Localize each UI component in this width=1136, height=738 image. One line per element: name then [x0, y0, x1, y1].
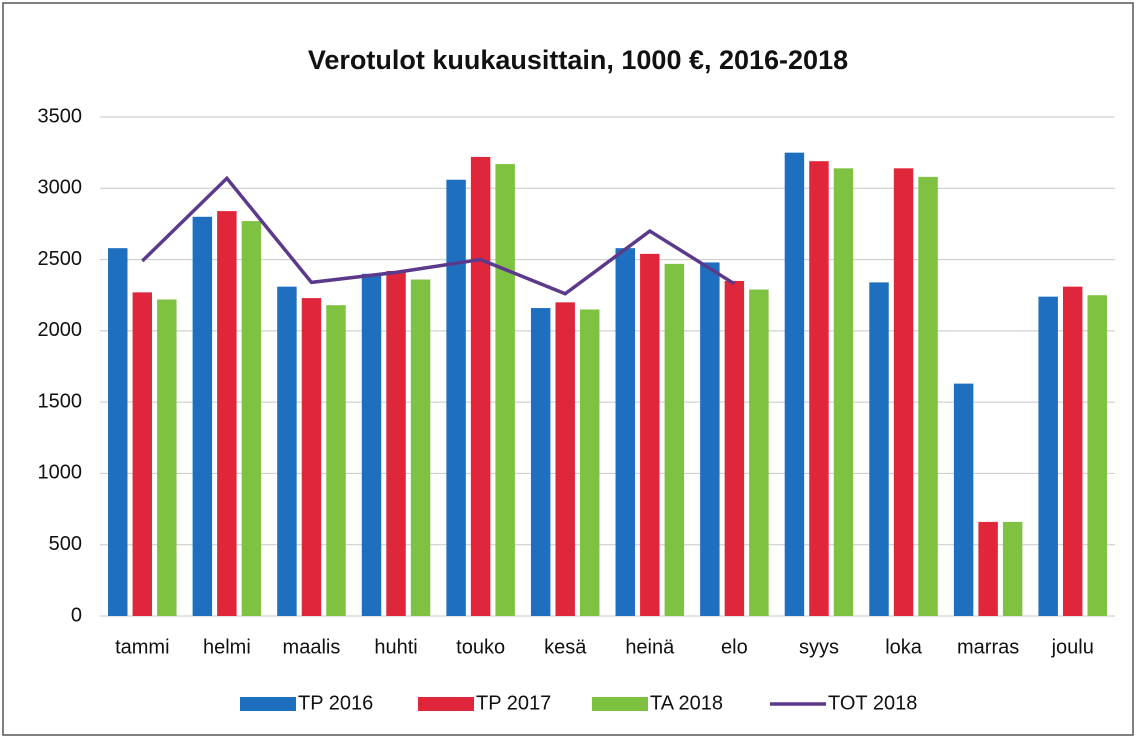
legend-swatch [240, 697, 296, 711]
bar [301, 298, 322, 616]
bar [615, 248, 635, 616]
bar [784, 152, 805, 616]
bar [326, 305, 346, 616]
bar [530, 308, 551, 616]
bar [749, 289, 769, 616]
bar [953, 383, 974, 616]
y-tick-label: 0 [71, 604, 82, 626]
legend-label: TA 2018 [650, 692, 723, 714]
bar [724, 280, 745, 616]
x-tick-label: helmi [203, 636, 251, 658]
y-tick-label: 3500 [38, 105, 83, 127]
legend-label: TP 2016 [298, 692, 373, 714]
bar [446, 179, 466, 616]
bar [1087, 295, 1107, 616]
x-tick-label: syys [799, 636, 839, 658]
bar [640, 253, 660, 616]
bar [217, 211, 237, 616]
x-tick-label: marras [957, 636, 1019, 658]
bar [157, 299, 177, 616]
x-tick-label: elo [721, 636, 748, 658]
bar [664, 263, 685, 616]
chart-title: Verotulot kuukausittain, 1000 €, 2016-20… [308, 45, 848, 75]
bar [108, 248, 128, 616]
bar [869, 282, 889, 616]
bar [241, 221, 262, 616]
y-tick-label: 1500 [38, 390, 83, 412]
bar [580, 309, 600, 616]
x-tick-label: loka [885, 636, 923, 658]
bar [361, 273, 382, 616]
legend-label: TP 2017 [476, 692, 551, 714]
bar [700, 262, 720, 616]
bar [470, 156, 491, 617]
x-tick-label: touko [456, 636, 505, 658]
y-tick-label: 3000 [38, 177, 83, 199]
bar [495, 164, 515, 616]
x-tick-label: heinä [625, 636, 675, 658]
bar [277, 286, 297, 616]
bar [809, 161, 829, 616]
x-tick-label: huhti [374, 636, 417, 658]
bar [132, 292, 153, 616]
bar [1002, 521, 1023, 616]
bar [192, 216, 213, 617]
bar [893, 168, 914, 616]
bar [918, 176, 938, 616]
x-tick-label: joulu [1051, 636, 1094, 658]
x-tick-label: maalis [283, 636, 341, 658]
y-tick-label: 2000 [38, 319, 83, 341]
bar [833, 168, 854, 616]
x-tick-label: tammi [115, 636, 169, 658]
bar [555, 302, 575, 616]
legend-swatch [418, 697, 474, 711]
y-tick-label: 1000 [38, 462, 83, 484]
legend-label: TOT 2018 [828, 692, 917, 714]
y-tick-label: 2500 [38, 248, 83, 270]
bar [386, 270, 406, 616]
bar [1038, 296, 1058, 616]
legend-swatch [592, 697, 648, 711]
x-tick-label: kesä [544, 636, 587, 658]
bar [978, 521, 998, 616]
bar [410, 279, 431, 616]
y-tick-label: 500 [49, 533, 82, 555]
bar [1062, 286, 1083, 616]
line [141, 175, 736, 296]
